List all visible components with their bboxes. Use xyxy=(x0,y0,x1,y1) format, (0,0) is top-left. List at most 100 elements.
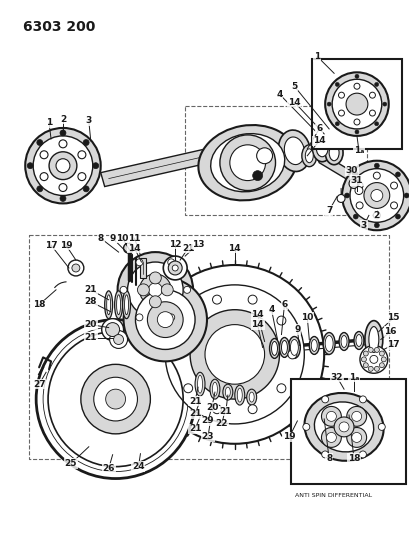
Circle shape xyxy=(390,202,397,209)
Bar xyxy=(312,59,401,149)
Text: 23: 23 xyxy=(201,432,214,441)
Text: 1ₐ: 1ₐ xyxy=(353,146,363,155)
Circle shape xyxy=(374,122,378,126)
Text: 1ₐ: 1ₐ xyxy=(348,373,358,382)
Ellipse shape xyxy=(271,342,277,356)
Circle shape xyxy=(369,92,375,98)
Circle shape xyxy=(81,365,150,434)
Text: 14: 14 xyxy=(251,310,263,319)
Ellipse shape xyxy=(198,125,296,200)
Ellipse shape xyxy=(222,384,232,400)
Ellipse shape xyxy=(106,295,110,314)
Text: 2: 2 xyxy=(373,211,379,220)
Ellipse shape xyxy=(195,372,204,396)
Text: 21: 21 xyxy=(189,409,201,418)
Text: 21: 21 xyxy=(84,285,97,294)
Circle shape xyxy=(136,259,143,266)
Circle shape xyxy=(183,316,192,325)
Circle shape xyxy=(148,283,162,297)
Text: 31: 31 xyxy=(350,176,362,185)
Circle shape xyxy=(172,265,178,271)
Ellipse shape xyxy=(324,336,333,351)
Circle shape xyxy=(353,214,357,219)
Text: 24: 24 xyxy=(132,462,144,471)
Circle shape xyxy=(123,278,207,361)
Circle shape xyxy=(354,187,362,195)
Text: 16: 16 xyxy=(384,327,396,336)
Ellipse shape xyxy=(210,134,284,192)
Circle shape xyxy=(338,110,344,116)
Ellipse shape xyxy=(338,333,348,350)
Circle shape xyxy=(341,161,409,230)
Ellipse shape xyxy=(324,141,342,165)
Ellipse shape xyxy=(101,319,123,341)
Circle shape xyxy=(68,260,83,276)
Circle shape xyxy=(373,223,378,228)
Circle shape xyxy=(60,130,66,136)
Circle shape xyxy=(373,172,380,179)
Ellipse shape xyxy=(355,335,361,346)
Text: 19: 19 xyxy=(283,432,295,441)
Circle shape xyxy=(37,186,43,192)
Circle shape xyxy=(135,290,195,350)
Ellipse shape xyxy=(225,387,230,397)
Ellipse shape xyxy=(234,385,244,405)
Ellipse shape xyxy=(281,341,287,354)
Ellipse shape xyxy=(288,336,300,358)
Text: 6: 6 xyxy=(315,124,321,133)
Text: 27: 27 xyxy=(33,379,45,389)
Circle shape xyxy=(106,389,125,409)
Circle shape xyxy=(287,350,296,359)
Circle shape xyxy=(147,302,183,337)
Circle shape xyxy=(363,183,389,208)
Circle shape xyxy=(204,325,264,384)
Ellipse shape xyxy=(269,338,279,358)
Ellipse shape xyxy=(283,137,304,165)
Text: 12: 12 xyxy=(169,240,181,249)
Text: 21: 21 xyxy=(189,424,201,433)
Ellipse shape xyxy=(116,295,120,314)
Text: 9: 9 xyxy=(294,325,300,334)
Circle shape xyxy=(394,214,400,219)
Circle shape xyxy=(27,163,33,168)
Circle shape xyxy=(92,163,99,168)
Text: 1: 1 xyxy=(46,118,52,127)
Circle shape xyxy=(338,422,348,432)
Circle shape xyxy=(394,172,400,177)
Circle shape xyxy=(36,320,195,479)
Circle shape xyxy=(313,406,329,422)
Circle shape xyxy=(165,285,303,424)
Ellipse shape xyxy=(315,139,327,157)
Text: 8: 8 xyxy=(97,233,103,243)
Ellipse shape xyxy=(364,321,382,358)
Circle shape xyxy=(333,417,353,437)
Text: 21: 21 xyxy=(84,333,97,342)
Circle shape xyxy=(136,314,143,321)
Ellipse shape xyxy=(314,402,373,452)
Circle shape xyxy=(40,173,48,181)
Circle shape xyxy=(40,151,48,159)
Circle shape xyxy=(78,151,85,159)
Text: 14: 14 xyxy=(128,244,140,253)
Ellipse shape xyxy=(278,130,310,172)
Circle shape xyxy=(373,163,378,168)
Ellipse shape xyxy=(246,389,256,405)
Circle shape xyxy=(345,399,355,409)
Circle shape xyxy=(59,183,67,191)
Text: 28: 28 xyxy=(84,297,97,306)
Ellipse shape xyxy=(106,322,119,336)
Circle shape xyxy=(163,256,187,280)
Ellipse shape xyxy=(197,375,202,393)
Circle shape xyxy=(353,119,359,125)
Circle shape xyxy=(346,427,366,447)
Circle shape xyxy=(167,259,174,266)
Circle shape xyxy=(212,295,221,304)
Text: ANTI SPIN DIFFERENTIAL: ANTI SPIN DIFFERENTIAL xyxy=(294,494,372,498)
Circle shape xyxy=(359,451,366,458)
Circle shape xyxy=(361,357,366,362)
Text: 9: 9 xyxy=(109,233,115,243)
Circle shape xyxy=(72,264,80,272)
Text: 2: 2 xyxy=(60,115,66,124)
Circle shape xyxy=(351,411,361,422)
Circle shape xyxy=(378,423,384,430)
